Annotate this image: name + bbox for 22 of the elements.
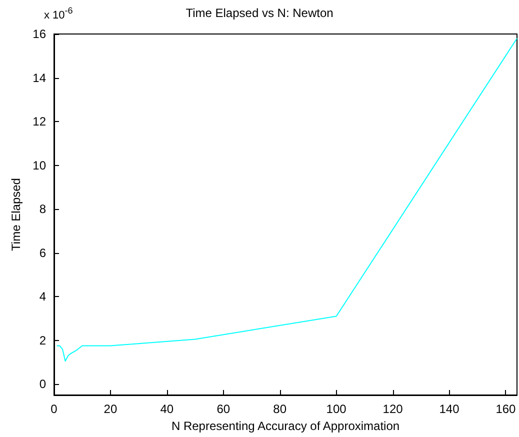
x-tick-label: 160 xyxy=(496,402,516,416)
x-tick-label: 0 xyxy=(50,402,58,416)
x-tick-label: 120 xyxy=(382,402,404,416)
y-tick-label: 4 xyxy=(39,290,46,304)
x-tick-label: 60 xyxy=(216,402,230,416)
x-tick-label: 40 xyxy=(160,402,174,416)
y-tick-label: 10 xyxy=(32,158,46,172)
x-tick-label: 20 xyxy=(104,402,118,416)
y-tick-label: 6 xyxy=(39,246,46,260)
line-series xyxy=(56,38,518,362)
x-tick-label: 140 xyxy=(439,402,460,416)
y-tick-label: 0 xyxy=(39,377,46,392)
y-tick-label: 12 xyxy=(32,114,46,129)
chart-title: Time Elapsed vs N: Newton xyxy=(186,6,334,20)
y-tick-label: 8 xyxy=(39,202,46,216)
x-axis-title: N Representing Accuracy of Approximation xyxy=(171,418,400,433)
y-tick-label: 14 xyxy=(32,70,46,85)
x-tick-label: 80 xyxy=(273,402,287,416)
y-axis-title: Time Elapsed xyxy=(8,178,23,251)
x-tick-label: 100 xyxy=(326,402,347,416)
y-tick-label: 2 xyxy=(39,333,46,348)
y-tick-label: 16 xyxy=(32,27,46,41)
